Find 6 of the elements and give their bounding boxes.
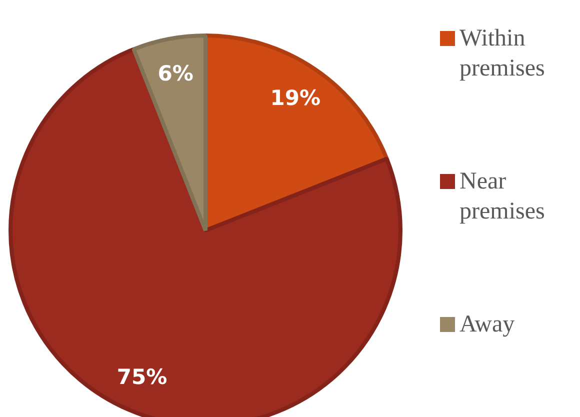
data-label: 6% (158, 61, 194, 86)
legend-label: Near premises (460, 168, 545, 224)
legend-label: Within premises (460, 26, 545, 82)
data-label: 19% (270, 86, 321, 110)
legend-label: Away (460, 312, 515, 338)
data-label: 75% (116, 365, 168, 390)
